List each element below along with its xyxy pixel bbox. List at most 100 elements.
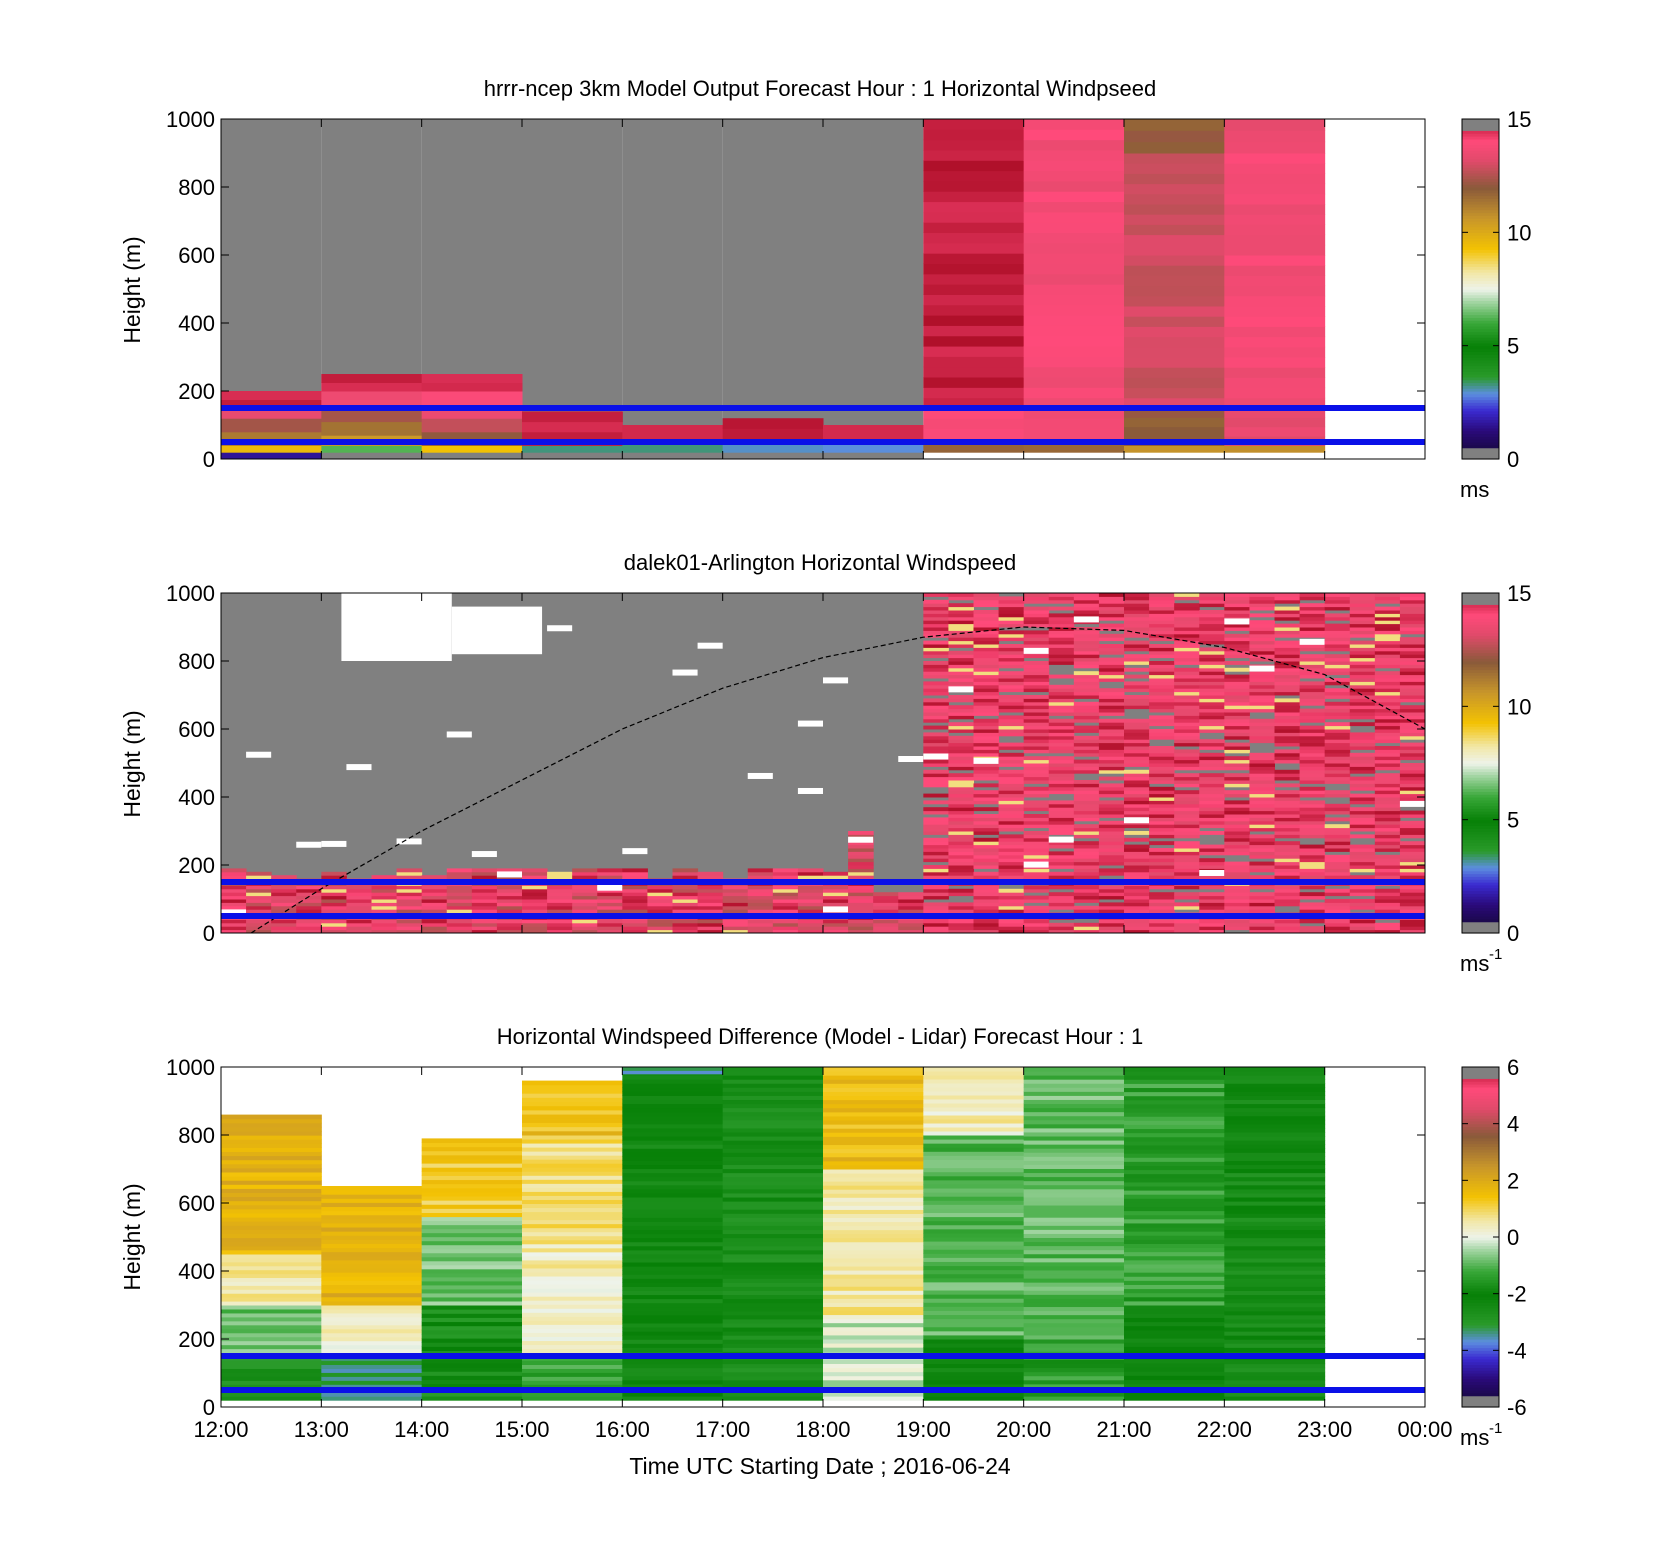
heat-cell xyxy=(1174,674,1200,679)
heat-cell xyxy=(1073,657,1100,662)
heat-cell xyxy=(973,790,1000,795)
heat-cell xyxy=(597,926,623,931)
heat-cell xyxy=(1299,786,1326,791)
heat-cell xyxy=(522,1199,623,1205)
heat-cell xyxy=(1073,695,1100,699)
heat-cell xyxy=(522,1259,623,1265)
heat-cell xyxy=(1098,851,1125,856)
heat-cell xyxy=(1023,1136,1125,1141)
heat-cell xyxy=(1374,858,1401,863)
heat-cell xyxy=(1374,922,1401,927)
heat-cell xyxy=(823,1359,924,1364)
heat-cell xyxy=(1048,599,1075,604)
heat-cell xyxy=(1149,701,1175,706)
heat-cell xyxy=(848,865,874,869)
heat-cell xyxy=(923,705,949,710)
heat-cell xyxy=(1349,929,1376,934)
colorbar-swatch xyxy=(1462,655,1499,659)
heat-cell xyxy=(597,902,623,907)
heat-cell xyxy=(722,1107,824,1113)
heat-cell xyxy=(622,1375,724,1381)
heat-cell xyxy=(948,678,974,682)
y-tick-label: 1000 xyxy=(166,581,215,606)
heat-cell xyxy=(1023,1392,1125,1397)
heat-cell xyxy=(1224,820,1250,825)
heat-cell xyxy=(1023,698,1050,703)
heat-cell xyxy=(1023,1168,1125,1174)
heat-cell xyxy=(522,1267,623,1273)
heat-cell xyxy=(948,919,974,924)
heat-cell xyxy=(1399,657,1426,662)
x-tick-label: 22:00 xyxy=(1197,1417,1252,1442)
heat-cell xyxy=(998,848,1025,852)
heat-cell xyxy=(1023,1107,1125,1113)
heat-cell xyxy=(421,1292,523,1298)
heat-cell xyxy=(1124,1198,1225,1203)
heat-cell xyxy=(1224,637,1250,642)
heat-cell xyxy=(1299,688,1326,693)
heat-cell xyxy=(1249,895,1275,900)
heat-cell xyxy=(1048,786,1075,791)
missing-speck xyxy=(471,851,497,858)
colorbar-swatch xyxy=(1462,1123,1499,1128)
heat-cell xyxy=(1098,725,1125,730)
heat-cell xyxy=(1249,603,1275,608)
colorbar-swatch xyxy=(1462,1112,1499,1116)
heat-cell xyxy=(622,1225,724,1231)
heat-cell xyxy=(1073,892,1100,897)
heat-cell xyxy=(1224,153,1326,164)
heat-cell xyxy=(1224,1379,1326,1385)
heat-cell xyxy=(1174,902,1200,907)
heat-cell xyxy=(1224,844,1250,849)
heat-cell xyxy=(998,695,1025,699)
heat-cell xyxy=(1399,752,1426,757)
heat-cell xyxy=(1174,654,1200,659)
heat-cell xyxy=(722,1302,824,1308)
heat-cell xyxy=(1224,899,1250,903)
heat-cell xyxy=(1023,1115,1125,1121)
heat-cell xyxy=(1149,776,1175,781)
heat-cell xyxy=(622,1343,724,1348)
heat-cell xyxy=(1124,654,1150,659)
heat-cell xyxy=(246,875,272,880)
heat-cell xyxy=(998,688,1025,693)
heat-cell xyxy=(998,596,1025,601)
heat-cell xyxy=(923,644,949,648)
heat-cell xyxy=(1224,1095,1326,1101)
heat-cell xyxy=(722,1290,824,1296)
heat-cell xyxy=(1048,644,1075,648)
heat-cell xyxy=(1149,827,1175,832)
colorbar-swatch xyxy=(1462,760,1499,764)
heat-cell xyxy=(1224,326,1326,338)
missing-speck xyxy=(672,669,698,676)
heat-cell xyxy=(1399,888,1426,893)
heat-cell xyxy=(722,1115,824,1121)
heat-cell xyxy=(1324,902,1351,907)
heat-cell xyxy=(321,892,347,897)
colorbar-swatch xyxy=(1462,393,1499,398)
heat-cell xyxy=(522,1300,623,1305)
heat-cell xyxy=(1274,926,1301,931)
colorbar-swatch xyxy=(1462,768,1499,773)
heat-cell xyxy=(496,899,523,903)
colorbar-tick-label: 0 xyxy=(1507,921,1519,946)
heat-cell xyxy=(1299,701,1326,706)
heat-cell xyxy=(522,929,548,934)
heat-cell xyxy=(923,1339,1025,1344)
heat-cell xyxy=(1124,674,1150,679)
heat-cell xyxy=(1274,647,1301,652)
heat-cell xyxy=(321,1292,423,1298)
heat-cell xyxy=(1174,814,1200,818)
heat-cell xyxy=(923,1269,1025,1275)
heat-cell xyxy=(471,922,498,927)
heat-cell xyxy=(1224,1176,1326,1182)
colorbar-swatch xyxy=(1462,274,1499,279)
heat-cell xyxy=(1374,875,1401,880)
heat-cell xyxy=(421,1248,523,1254)
colorbar-swatch xyxy=(1462,1205,1499,1210)
heat-cell xyxy=(1149,780,1175,784)
heat-cell xyxy=(1149,892,1175,897)
heat-cell xyxy=(1399,871,1426,876)
colorbar-swatch xyxy=(1462,260,1499,265)
